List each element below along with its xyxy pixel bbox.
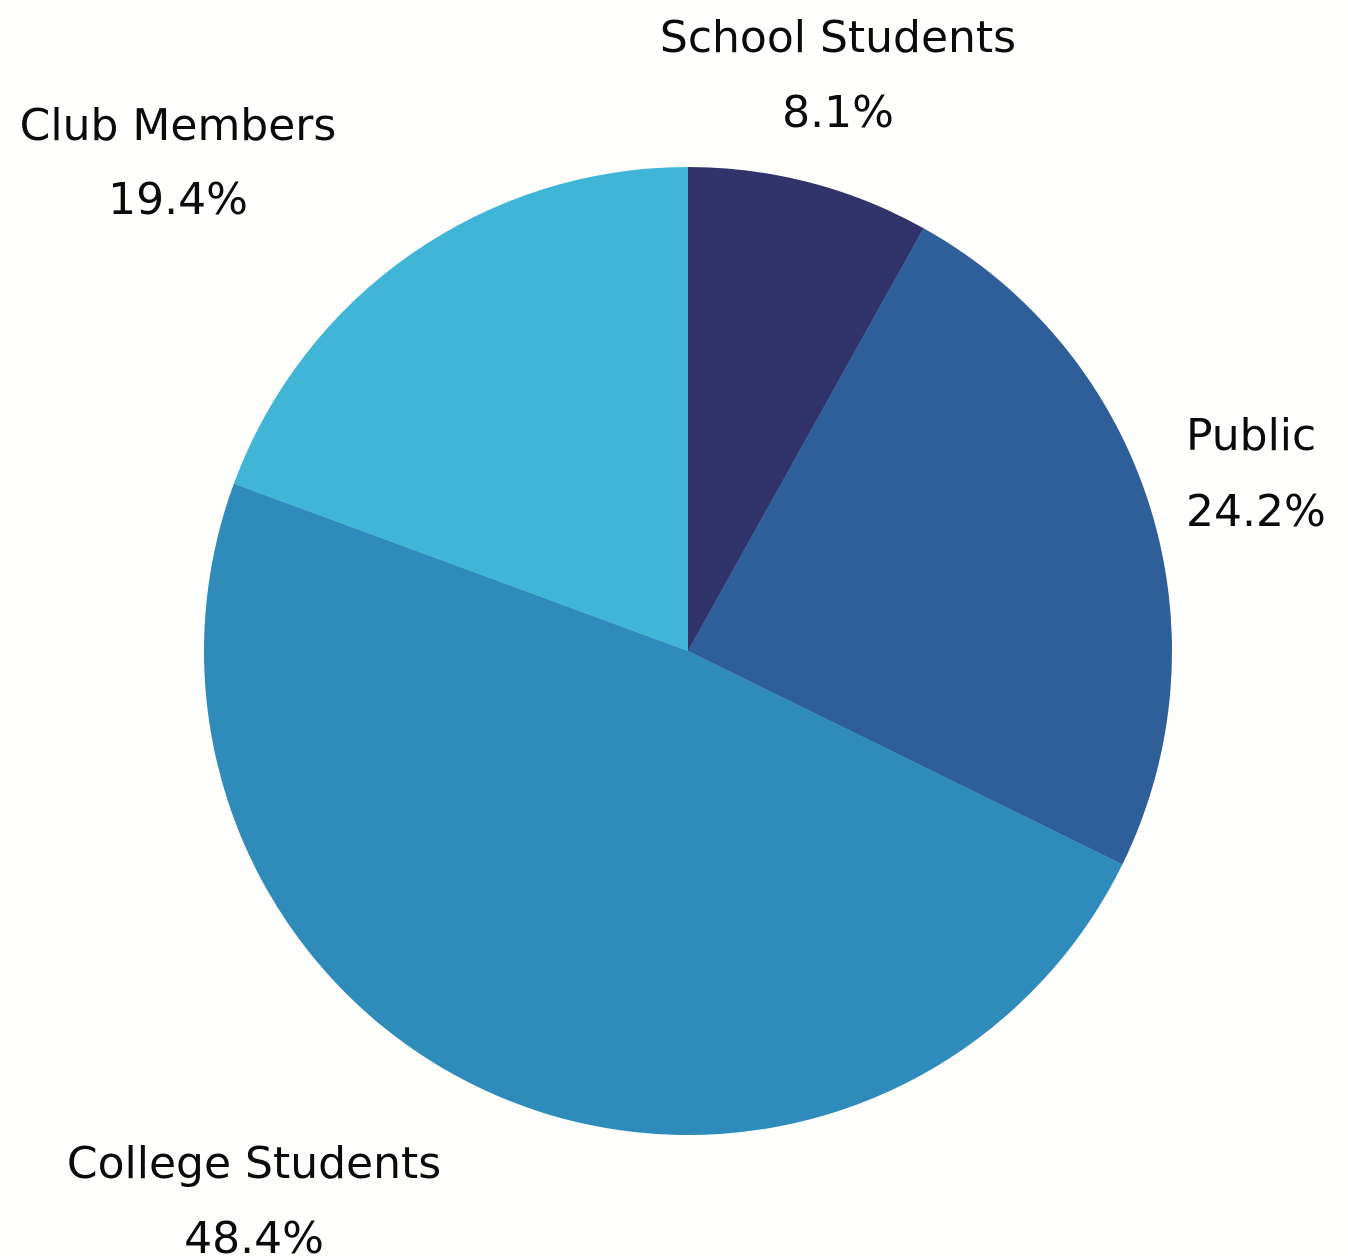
slice-public (688, 228, 1172, 865)
slice-college-students (204, 483, 1123, 1135)
slice-percent-label-club-members: 19.4% (108, 174, 248, 225)
slice-club-members (233, 166, 689, 651)
slice-percent-label-college-students: 48.4% (184, 1213, 324, 1256)
slice-category-label-college-students: College Students (67, 1138, 441, 1189)
slice-category-label-public: Public (1186, 410, 1316, 461)
slice-category-label-club-members: Club Members (20, 100, 337, 151)
slice-percent-label-school-students: 8.1% (782, 87, 894, 138)
slice-labels: School Students 8.1% Public 24.2% College St… (20, 12, 1326, 1256)
slice-school-students (688, 167, 924, 651)
slice-percent-label-public: 24.2% (1186, 486, 1326, 537)
pie-slices (204, 166, 1172, 1135)
slice-category-label-school-students: School Students (660, 12, 1016, 63)
